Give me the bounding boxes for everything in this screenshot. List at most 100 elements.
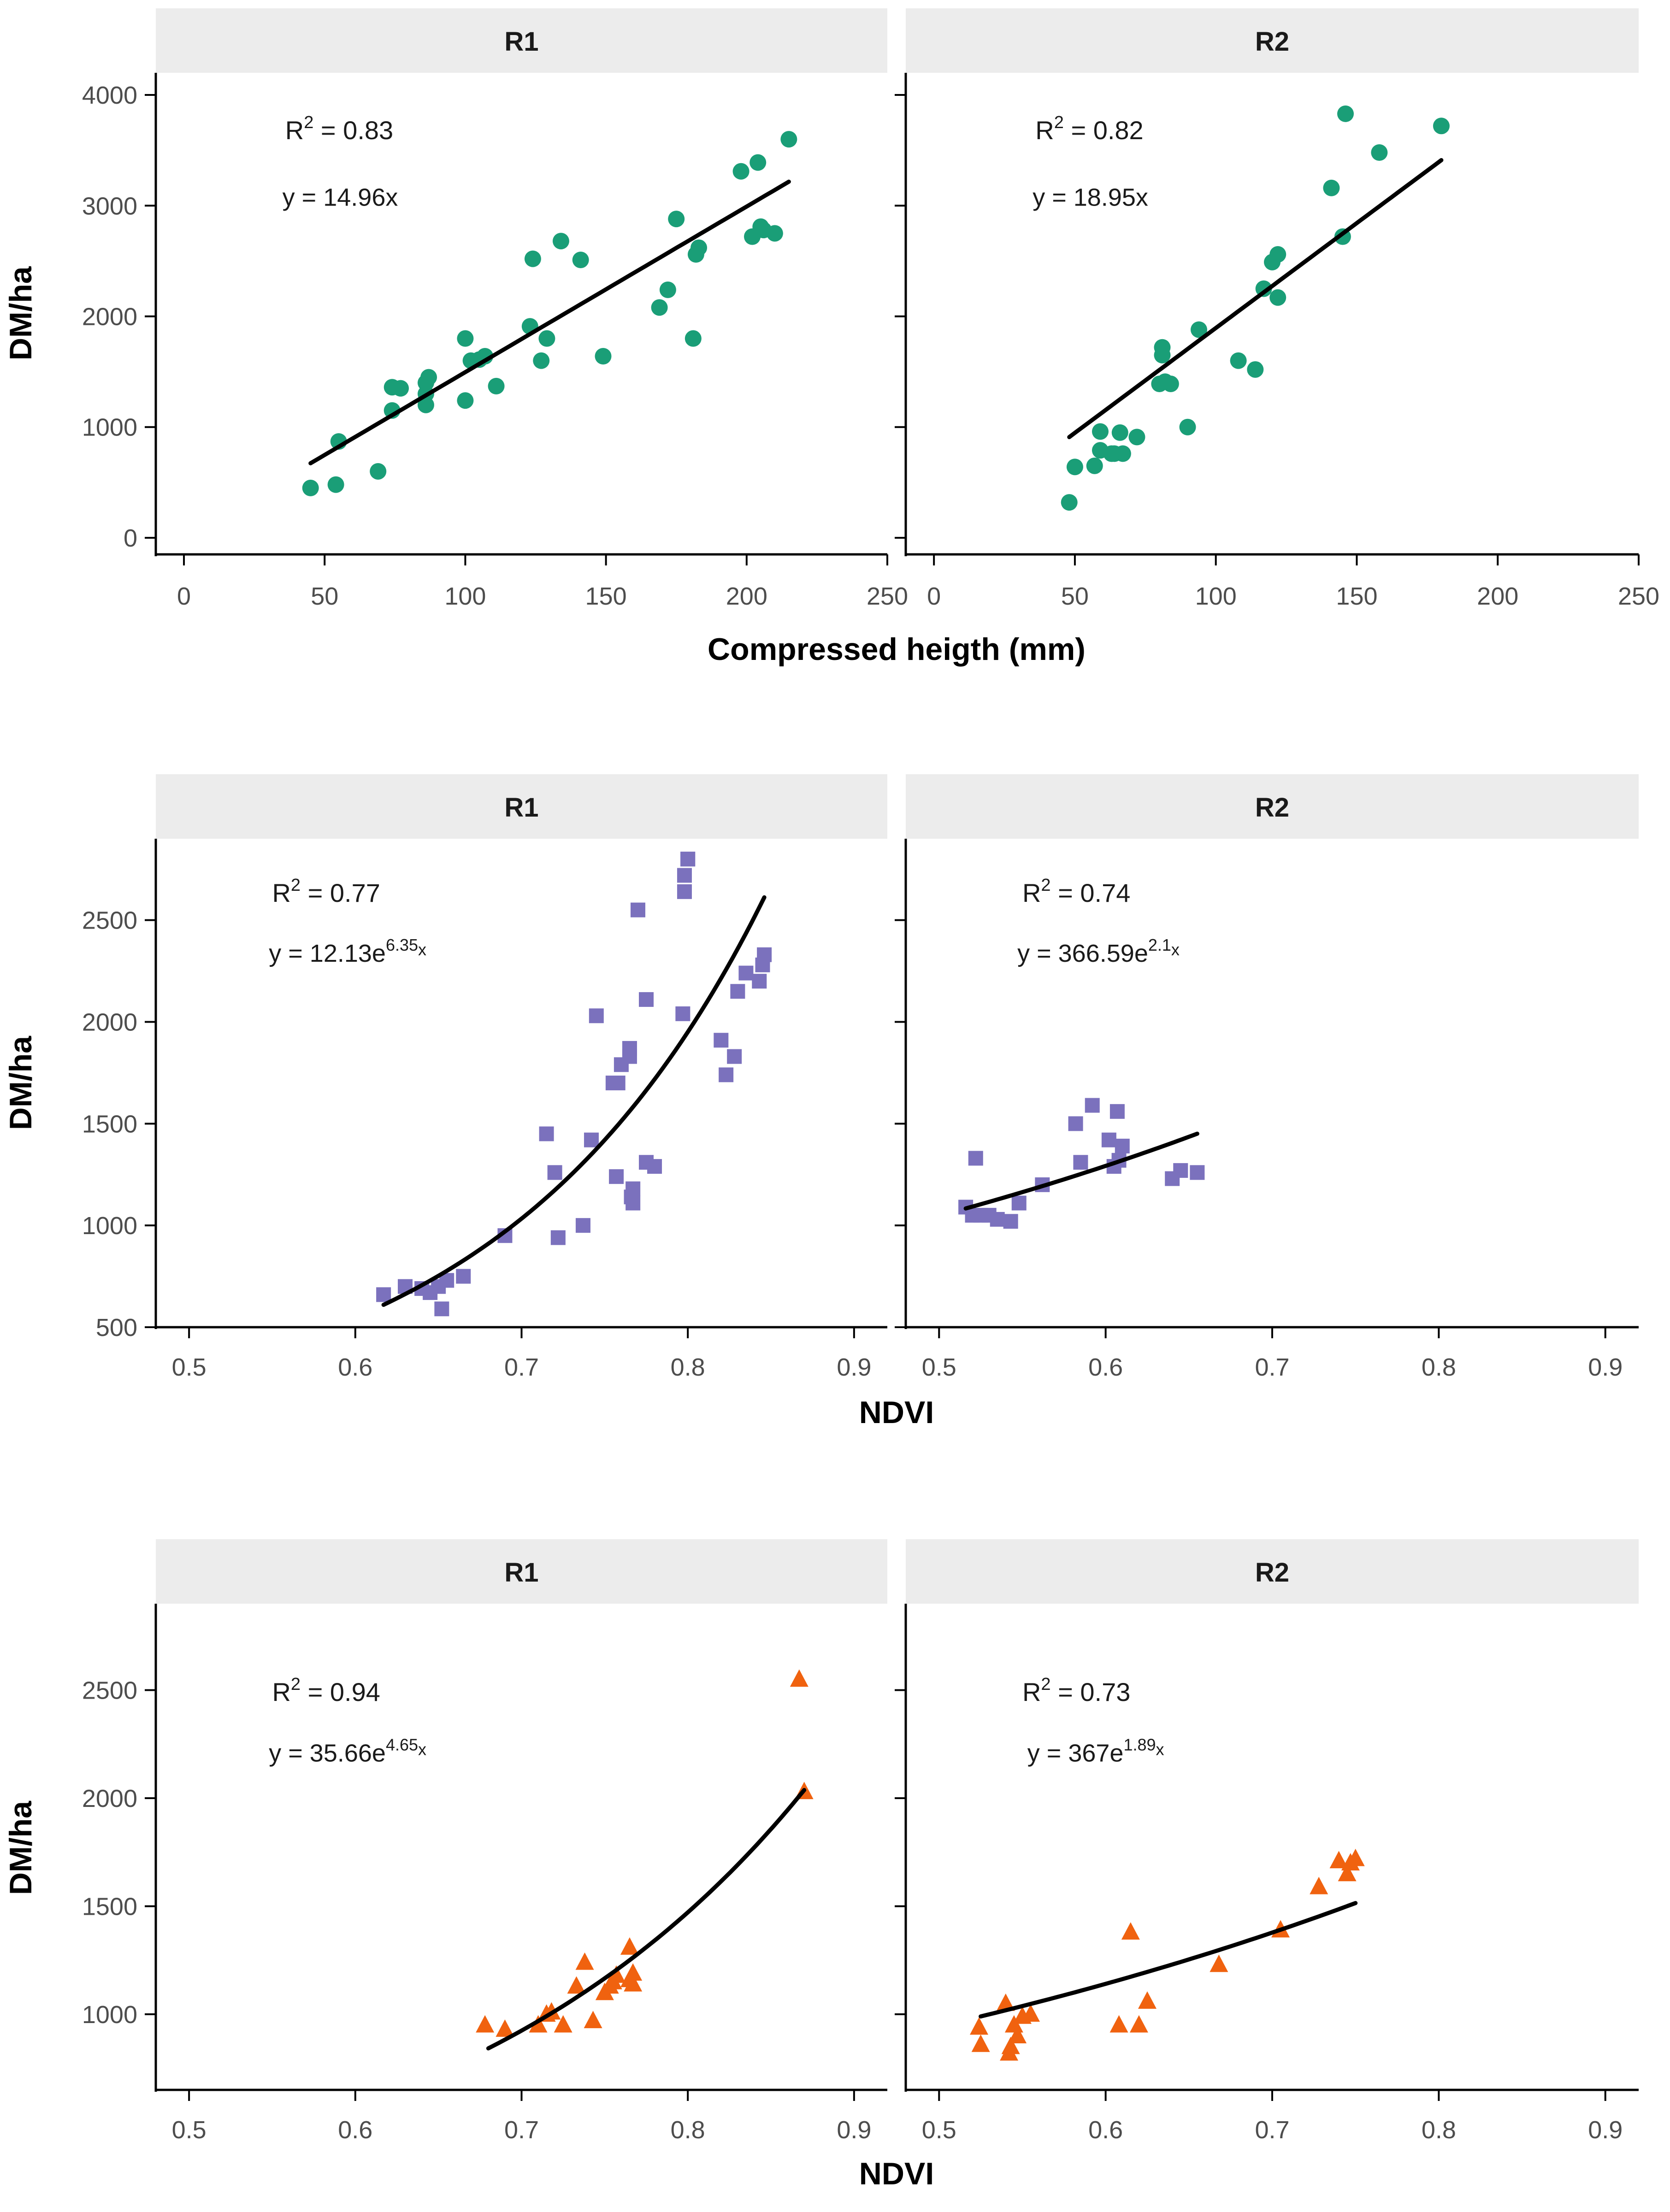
fit-line [1067, 158, 1444, 439]
x-tick-label: 0.6 [1088, 2116, 1123, 2144]
equation-annotation: y = 12.13e6.35x [269, 935, 426, 967]
facet-strip-label: R1 [504, 793, 538, 823]
equation-variable: x [418, 1740, 426, 1759]
data-point [647, 1159, 662, 1174]
data-point [376, 1287, 391, 1302]
data-point [584, 1132, 599, 1147]
x-tick-label: 0 [927, 582, 941, 610]
facet-strip-label: R1 [504, 1558, 538, 1588]
chart-row-2: DM/ha NDVI R1 0.5 0.6 0.7 0.8 0.9 500 1000 1500 200… [3, 774, 1639, 1430]
x-tick-label: 0.6 [1088, 1353, 1123, 1381]
x-tick-label: 100 [444, 582, 486, 610]
equation-annotation: y = 14.96x [283, 183, 398, 211]
data-point [1255, 280, 1272, 297]
data-point [302, 479, 319, 496]
data-point [538, 330, 555, 347]
panel-R2: R2 0.5 0.6 0.7 0.8 0.9 R2 = 0.73 y = 367e1.89x [895, 1539, 1639, 2144]
r-squared-superscript: 2 [1041, 876, 1050, 895]
x-tick-label: 0.8 [671, 1353, 705, 1381]
facet-strip-label: R1 [504, 27, 538, 57]
x-axis-label: Compressed heigth (mm) [708, 632, 1086, 667]
data-point [456, 1269, 471, 1284]
data-point [1111, 424, 1128, 441]
data-point [639, 992, 654, 1007]
data-point [1109, 1104, 1125, 1119]
data-point [1061, 494, 1078, 511]
data-point [524, 250, 541, 267]
data-point [630, 902, 645, 918]
data-point [1101, 1132, 1116, 1147]
panel-R2: R2 0 50 100 150 200 250 R2 = 0.82 y = 18.95x [895, 8, 1659, 610]
r-squared-value: = 0.83 [313, 116, 393, 145]
equation-main: y = 12.13e [269, 940, 386, 967]
data-point [1066, 459, 1083, 476]
data-point [584, 2011, 602, 2029]
panel-R2: R2 0.5 0.6 0.7 0.8 0.9 R2 = 0.74 y = 366.59e2.1… [895, 774, 1639, 1381]
r-squared-superscript: 2 [1054, 113, 1064, 132]
x-tick-label: 0.7 [504, 2116, 539, 2144]
data-point [1323, 179, 1340, 196]
data-point [496, 2019, 514, 2037]
data-point [968, 1151, 983, 1166]
x-tick-label: 200 [726, 582, 767, 610]
r-squared-annotation: R2 = 0.82 [1035, 113, 1143, 145]
r-squared-prefix: R [1022, 1677, 1041, 1706]
data-point [550, 1230, 566, 1245]
data-point [727, 1049, 742, 1064]
x-tick-label: 0.5 [172, 1353, 207, 1381]
data-point [1154, 339, 1171, 356]
y-tick-label: 4000 [82, 82, 137, 109]
data-point [752, 974, 767, 989]
r-squared-prefix: R [1022, 878, 1041, 907]
equation-exponent: 2.1 [1148, 935, 1171, 954]
data-point [1338, 1864, 1357, 1882]
x-tick-label: 0.5 [922, 2116, 956, 2144]
panel-R1: R1 0.5 0.6 0.7 0.8 0.9 500 1000 1500 2000 2500 R2 =… [82, 774, 887, 1381]
data-point [370, 463, 387, 480]
equation-main: y = 35.66e [269, 1739, 386, 1767]
data-point [595, 347, 612, 365]
facet-strip-label: R2 [1255, 793, 1289, 823]
data-point [1011, 1195, 1027, 1211]
r-squared-value: = 0.77 [301, 878, 380, 907]
y-tick-label: 1500 [82, 1893, 137, 1920]
data-point [575, 1952, 594, 1970]
data-point [567, 1976, 586, 1994]
data-point [1003, 1214, 1018, 1229]
data-point [1337, 105, 1354, 122]
data-point [1346, 1848, 1365, 1866]
data-point [620, 1937, 639, 1955]
data-point [685, 330, 702, 347]
equation-annotation: y = 18.95x [1033, 183, 1148, 211]
x-tick-label: 0.7 [1255, 2116, 1289, 2144]
data-point [1191, 321, 1207, 338]
data-point [609, 1169, 624, 1184]
panel-R1: R1 0.5 0.6 0.7 0.8 0.9 1000 1500 2000 2500 R2 = 0.… [82, 1539, 887, 2144]
data-point [1068, 1116, 1083, 1131]
x-tick-label: 0.7 [504, 1353, 539, 1381]
x-axis-label: NDVI [859, 1395, 934, 1430]
data-point [1371, 144, 1388, 161]
data-point [719, 1067, 734, 1082]
data-point [1433, 118, 1450, 135]
data-point [1092, 423, 1109, 440]
data-point [392, 380, 409, 397]
data-point [457, 392, 474, 409]
data-point [1210, 1954, 1228, 1972]
fit-line [486, 1788, 807, 2051]
data-point [790, 1669, 808, 1687]
data-point [659, 281, 676, 298]
chart-row-3: DM/ha NDVI R1 0.5 0.6 0.7 0.8 0.9 1000 1500 2000 25… [3, 1539, 1639, 2191]
data-point [1129, 2015, 1148, 2033]
data-point [1230, 352, 1247, 369]
y-axis-label: DM/ha [3, 266, 38, 360]
equation-exponent: 1.89 [1123, 1735, 1156, 1754]
x-tick-label: 0.9 [1588, 2116, 1623, 2144]
r-squared-prefix: R [272, 878, 290, 907]
r-squared-annotation: R2 = 0.74 [1022, 876, 1130, 907]
r-squared-prefix: R [1035, 116, 1054, 145]
r-squared-value: = 0.74 [1051, 878, 1131, 907]
x-tick-label: 0 [177, 582, 191, 610]
r-squared-superscript: 2 [291, 1675, 301, 1694]
